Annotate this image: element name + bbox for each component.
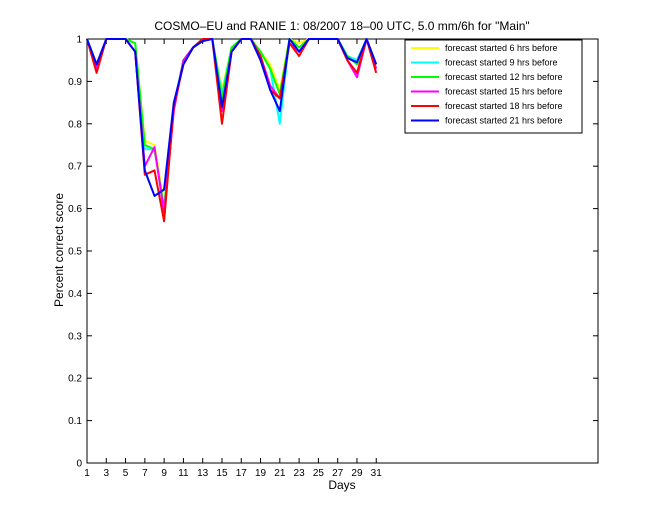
y-axis: 0 0.1 0.2 0.3 0.4 0.5 0.6 0.7 0.8 0.9 1: [68, 35, 598, 470]
legend-entry-5: forecast started 21 hrs before: [445, 116, 563, 126]
y-tick-label: 0.6: [68, 204, 82, 215]
x-tick-label: 3: [104, 468, 110, 479]
x-tick-label: 11: [178, 468, 189, 479]
y-tick-label: 0.1: [68, 416, 82, 427]
legend-entry-3: forecast started 15 hrs before: [445, 87, 563, 97]
legend-entry-0: forecast started 6 hrs before: [445, 43, 558, 53]
y-tick-label: 0.8: [68, 119, 82, 130]
legend: forecast started 6 hrs before forecast st…: [404, 39, 583, 134]
x-tick-label: 21: [274, 468, 286, 479]
x-tick-label: 29: [351, 468, 363, 479]
chart-title: COSMO–EU and RANIE 1: 08/2007 18–00 UTC,…: [154, 19, 529, 33]
y-axis-label: Percent correct score: [52, 193, 66, 307]
series-line-5: [86, 38, 378, 197]
y-tick-label: 0.7: [68, 162, 82, 173]
x-tick-label: 25: [313, 468, 325, 479]
y-tick-label: 0.4: [68, 289, 82, 300]
x-tick-label: 19: [255, 468, 267, 479]
x-tick-label: 9: [161, 468, 167, 479]
x-tick-label: 13: [197, 468, 209, 479]
x-tick-label: 27: [332, 468, 344, 479]
x-tick-label: 23: [294, 468, 306, 479]
legend-entry-1: forecast started 9 hrs before: [445, 58, 558, 68]
y-tick-label: 1: [76, 35, 82, 46]
legend-entry-2: forecast started 12 hrs before: [445, 72, 563, 82]
y-tick-label: 0.3: [68, 331, 82, 342]
y-tick-label: 0: [76, 459, 82, 470]
x-tick-label: 7: [142, 468, 148, 479]
series-lines: [86, 38, 378, 223]
x-tick-label: 1: [84, 468, 90, 479]
y-tick-label: 0.5: [68, 247, 82, 258]
legend-entry-4: forecast started 18 hrs before: [445, 101, 563, 111]
legend-box: [404, 39, 583, 134]
x-tick-label: 5: [123, 468, 129, 479]
x-tick-label: 17: [236, 468, 248, 479]
y-tick-label: 0.2: [68, 374, 82, 385]
y-tick-label: 0.9: [68, 77, 82, 88]
x-tick-label: 31: [371, 468, 383, 479]
x-axis-label: Days: [328, 478, 355, 492]
x-tick-label: 15: [216, 468, 228, 479]
